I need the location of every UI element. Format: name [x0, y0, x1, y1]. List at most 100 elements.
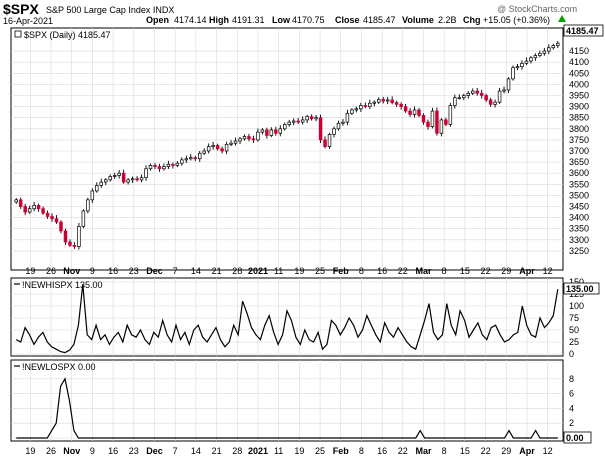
candle [86, 197, 90, 214]
candle-body [408, 110, 412, 115]
x-tick-label: 16 [377, 266, 387, 276]
candle [385, 96, 390, 105]
candle [497, 87, 502, 104]
y-tick-label: 3900 [569, 102, 589, 112]
candle [247, 133, 251, 142]
x-tick-label: Nov [63, 266, 80, 276]
candle-body [493, 101, 497, 105]
x-tick-label: 28 [232, 446, 242, 456]
new-highs-panel [10, 277, 564, 357]
candle-body [332, 128, 336, 135]
candle-body [497, 90, 502, 103]
candle-body [175, 162, 180, 166]
x-tick-label: 29 [501, 446, 511, 456]
price-x-ticks: 19 26 Nov 9 16 23 Dec 7 14 21 28 2021 11 19 25 Feb 8 16 22… [25, 266, 552, 276]
candle-body [479, 92, 484, 96]
candle-body [470, 90, 475, 94]
candle-body [180, 159, 184, 164]
candle [291, 118, 296, 126]
candle [126, 178, 130, 185]
candle [189, 154, 193, 161]
x-tick-label: Nov [63, 446, 80, 456]
x-tick-label: 16 [377, 446, 387, 456]
candle [283, 122, 287, 131]
candle [14, 198, 18, 204]
highs-last-value-box: 135.00 [563, 282, 600, 295]
candle [390, 96, 394, 105]
candle [488, 97, 493, 107]
candle-body [77, 226, 81, 247]
candle-body [135, 178, 139, 181]
candle-body [193, 157, 197, 160]
x-tick-label: 14 [191, 266, 201, 276]
candle [68, 239, 72, 248]
candle [171, 162, 175, 169]
price-grid [11, 28, 563, 270]
candle [439, 118, 444, 137]
x-tick-label: 9 [90, 266, 95, 276]
candle-body [215, 145, 220, 150]
x-tick-label: 21 [212, 446, 222, 456]
candle [54, 215, 59, 224]
candle [224, 141, 229, 155]
candle [296, 117, 300, 124]
candle-body [166, 163, 171, 167]
x-tick-label: 29 [501, 266, 511, 276]
candle [274, 126, 278, 136]
x-tick-label: 2021 [248, 446, 268, 456]
candle-body [50, 216, 54, 220]
candle-body [430, 110, 435, 127]
candle-body [148, 165, 153, 170]
candle-body [54, 218, 59, 223]
candle-body [211, 145, 215, 147]
candle-body [72, 245, 77, 247]
candle-body [27, 208, 32, 213]
candle [95, 182, 99, 193]
chg-value: +15.05 (+0.36%) [483, 15, 550, 25]
candle-body [305, 116, 309, 121]
candle [309, 114, 314, 121]
candle [470, 88, 475, 96]
candle-body [296, 120, 300, 123]
candle-body [256, 131, 260, 141]
x-tick-label: 14 [191, 446, 201, 456]
x-tick-label: 2021 [248, 266, 268, 276]
candle-body [162, 166, 166, 170]
lows-last-value: 0.00 [566, 433, 584, 443]
candle [27, 205, 32, 214]
y-tick-label: 3750 [569, 135, 589, 145]
x-tick-label: 22 [398, 446, 408, 456]
candle [448, 102, 453, 127]
candle-body [529, 57, 533, 62]
lows-x-ticks: 19 26 Nov 9 16 23 Dec 7 14 21 28 2021 11 19 25 Feb 8 16 22… [25, 446, 552, 456]
x-tick-label: Apr [519, 266, 535, 276]
x-tick-label: 23 [129, 266, 139, 276]
candle [444, 117, 448, 127]
watermark: @ StockCharts.com [497, 4, 577, 14]
candle-body [233, 140, 238, 144]
candle-body [309, 116, 314, 120]
candle-body [251, 138, 256, 141]
candle-body [197, 152, 202, 160]
x-tick-label: 26 [46, 266, 56, 276]
candle-body [341, 121, 345, 124]
candle-body [345, 112, 350, 123]
candle-body [99, 181, 104, 186]
candle-body [130, 178, 135, 181]
candle-body [538, 52, 542, 56]
candle [162, 163, 166, 171]
up-arrow-icon [558, 15, 566, 22]
x-tick-label: 16 [108, 446, 118, 456]
candle [551, 43, 556, 50]
y-tick-label: 3650 [569, 157, 589, 167]
candle-body [41, 208, 45, 214]
candle [457, 94, 462, 100]
candle-body [542, 50, 547, 54]
x-tick-label: 16 [108, 266, 118, 276]
candle-body [300, 119, 305, 123]
y-tick-label: 6 [569, 389, 574, 399]
candle [323, 136, 327, 149]
candle [81, 209, 86, 229]
